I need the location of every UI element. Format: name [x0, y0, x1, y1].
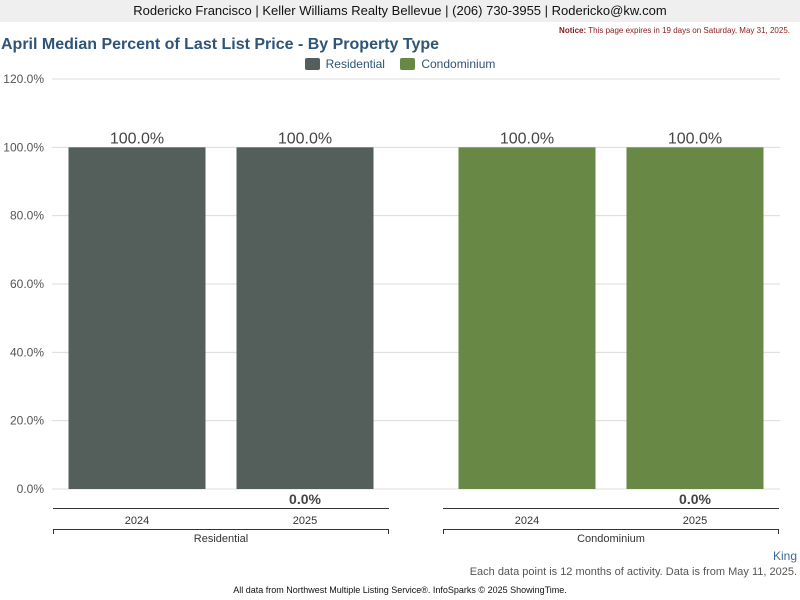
bar-value-label: 100.0%: [110, 130, 164, 147]
chart-legend: Residential Condominium: [0, 57, 800, 71]
bar-value-label: 100.0%: [668, 130, 722, 147]
y-tick-label: 120.0%: [3, 72, 44, 86]
x-tick-label-year: 2024: [515, 515, 539, 527]
x-tick-label-year: 2025: [683, 515, 707, 527]
change-label: 0.0%: [289, 491, 321, 507]
bar-value-label: 100.0%: [278, 130, 332, 147]
notice-label: Notice:: [559, 26, 587, 35]
legend-swatch-residential: [304, 58, 320, 70]
y-tick-label: 40.0%: [10, 345, 44, 359]
y-tick-label: 80.0%: [10, 209, 44, 223]
chart-title: April Median Percent of Last List Price …: [1, 36, 440, 53]
chart-footer: King Each data point is 12 months of act…: [470, 549, 797, 578]
data-credit: All data from Northwest Multiple Listing…: [233, 585, 567, 595]
x-group-label: Residential: [194, 533, 248, 545]
data-note: Each data point is 12 months of activity…: [469, 566, 797, 578]
bar-value-label: 100.0%: [500, 130, 554, 147]
agent-header: Rodericko Francisco | Keller Williams Re…: [0, 0, 800, 22]
x-tick-label-year: 2024: [125, 515, 149, 527]
y-tick-label: 60.0%: [10, 277, 44, 291]
y-tick-label: 20.0%: [10, 414, 44, 428]
y-tick-label: 0.0%: [17, 482, 45, 496]
region-label[interactable]: King: [772, 549, 797, 563]
bar-chart: 0.0% 20.0% 40.0% 60.0% 80.0% 100.0% 120.0% 100.…: [3, 72, 780, 545]
bar-residential-2025: [236, 147, 374, 490]
notice-text: This page expires in 19 days on Saturday…: [588, 26, 790, 35]
legend-item-condominium[interactable]: Condominium: [400, 57, 495, 71]
legend-item-residential[interactable]: Residential: [304, 57, 385, 71]
x-group-label: Condominium: [577, 533, 645, 545]
legend-label-condominium: Condominium: [421, 57, 496, 71]
bar-condominium-2025: [626, 147, 764, 490]
change-label: 0.0%: [679, 491, 711, 507]
y-tick-label: 100.0%: [3, 140, 44, 154]
bar-condominium-2024: [458, 147, 596, 490]
legend-label-residential: Residential: [325, 57, 385, 71]
agent-contact-line: Rodericko Francisco | Keller Williams Re…: [133, 3, 667, 18]
bar-residential-2024: [68, 147, 206, 490]
expiration-notice: Notice: This page expires in 19 days on …: [559, 26, 790, 35]
x-tick-label-year: 2025: [293, 515, 317, 527]
legend-swatch-condominium: [400, 58, 416, 70]
